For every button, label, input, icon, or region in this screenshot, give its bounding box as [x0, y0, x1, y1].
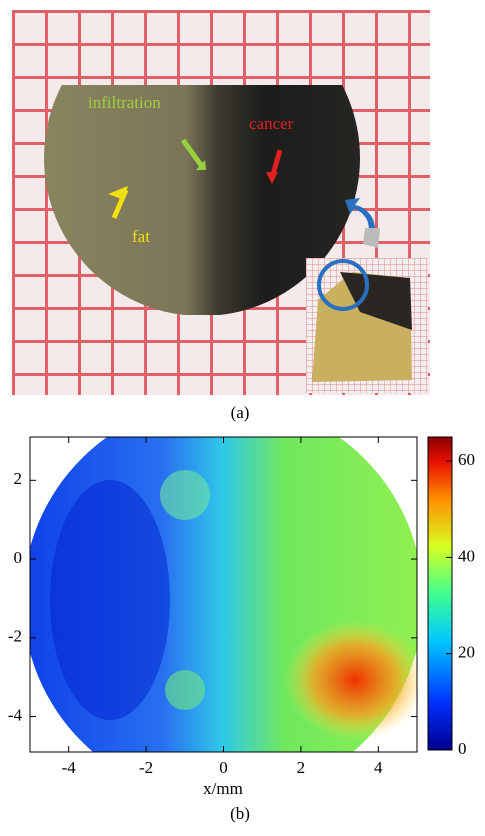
x-axis-label: x/mm [203, 779, 243, 798]
figure: infiltration cancer fat (a) x/mm (b) -4 -… [0, 0, 485, 831]
colorbar-tick-label: 20 [458, 643, 475, 662]
label-infiltration: infiltration [88, 93, 161, 112]
y-tick-label: 2 [14, 469, 23, 488]
x-tick-label: 0 [219, 758, 228, 777]
photo: infiltration cancer fat [12, 0, 430, 395]
colorbar-tick-label: 0 [458, 739, 467, 758]
x-tick-label: 2 [297, 758, 306, 777]
x-tick-label: -4 [62, 758, 77, 777]
label-cancer: cancer [249, 114, 294, 133]
colorbar-tick-label: 60 [458, 450, 475, 469]
colorbar-tick-label: 40 [458, 546, 475, 565]
y-tick-label: -4 [8, 705, 23, 724]
heatmap [23, 400, 425, 800]
label-fat: fat [132, 227, 150, 246]
caption-a: (a) [231, 403, 250, 422]
caption-b: (b) [230, 804, 250, 823]
x-tick-label: 4 [374, 758, 383, 777]
y-tick-label: -2 [8, 627, 22, 646]
y-tick-label: 0 [14, 548, 23, 567]
colorbar [428, 437, 452, 750]
x-tick-label: -2 [139, 758, 153, 777]
